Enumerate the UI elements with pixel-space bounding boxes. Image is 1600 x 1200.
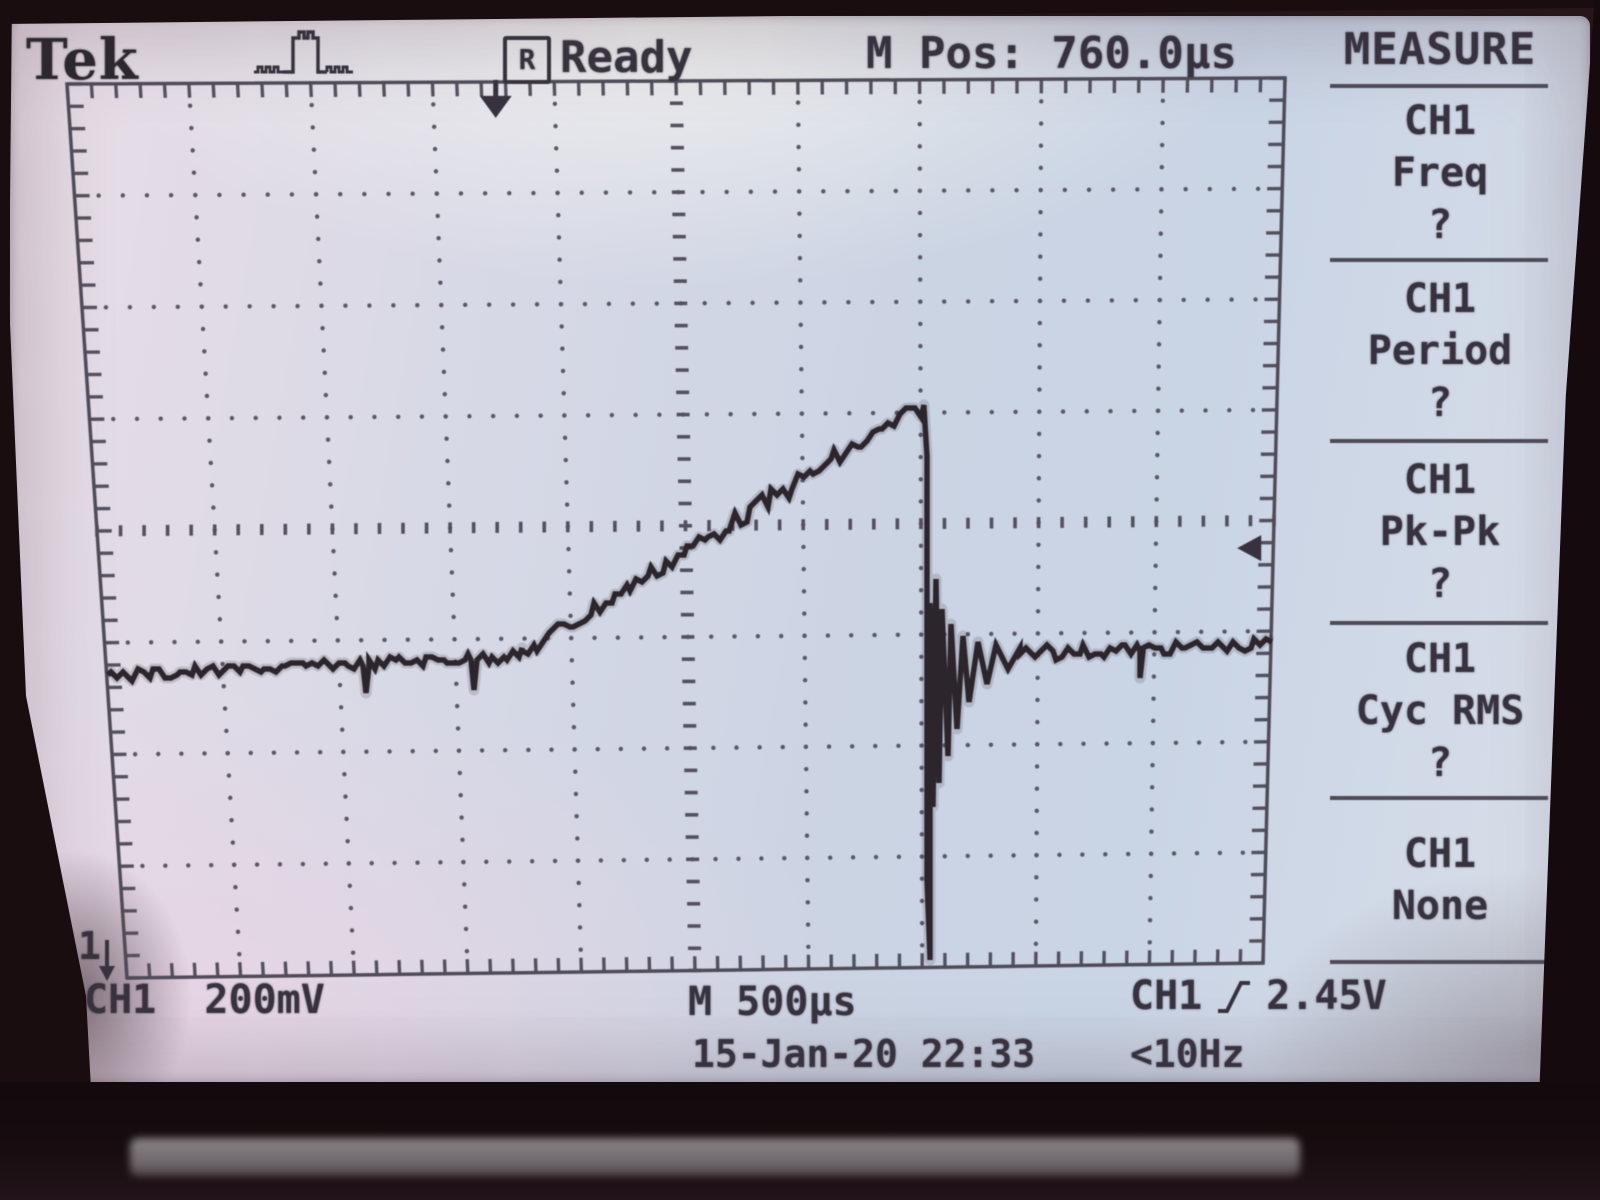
trigger-frequency-readout: <10Hz [1130, 1032, 1245, 1076]
menu-item-ch1-pkpk[interactable]: CH1 Pk-Pk ? [1326, 445, 1554, 619]
trigger-level-marker [1237, 535, 1262, 562]
menu-item-type: Cyc RMS [1355, 687, 1525, 734]
timebase-readout: M 500µs [688, 979, 857, 1025]
lcd-screen [10, 16, 1590, 1082]
menu-item-value: ? [1427, 202, 1453, 248]
menu-title: MEASURE [1343, 24, 1537, 75]
menu-item-source: CH1 [1403, 635, 1477, 682]
menu-item-ch1-none[interactable]: CH1 None [1326, 802, 1554, 958]
menu-item-value: ? [1427, 561, 1453, 607]
menu-item-source: CH1 [1403, 831, 1477, 877]
trigger-source-label: CH1 [1130, 973, 1203, 1019]
ready-status-icon: R [503, 36, 551, 84]
channel-1-marker-label: 1 [78, 924, 101, 968]
menu-item-source: CH1 [1403, 457, 1477, 503]
channel-1-down-arrow [99, 966, 115, 981]
datetime-readout: 15-Jan-20 22:33 [692, 1032, 1036, 1076]
menu-separator [1330, 439, 1548, 443]
menu-item-ch1-period[interactable]: CH1 Period ? [1326, 264, 1554, 437]
trigger-position-marker [479, 95, 512, 118]
bezel-tray-strip [130, 1138, 1300, 1176]
menu-separator [1330, 84, 1548, 88]
tek-logo: Tek [26, 27, 139, 93]
menu-item-source: CH1 [1403, 275, 1477, 322]
menu-separator [1330, 960, 1548, 964]
menu-item-type: None [1391, 883, 1489, 929]
menu-item-type: Freq [1391, 150, 1489, 196]
ready-status-label: Ready [560, 32, 693, 83]
menu-separator [1330, 621, 1548, 625]
m-pos-readout: M Pos: 760.0µs [866, 28, 1237, 79]
trigger-readout: CH1 2.45V [1130, 974, 1387, 1018]
menu-item-type: Pk-Pk [1379, 509, 1501, 555]
menu-separator [1330, 258, 1548, 262]
ch1-scale-readout: CH1 200mV [84, 977, 325, 1023]
menu-item-ch1-freq[interactable]: CH1 Freq ? [1326, 90, 1554, 256]
menu-separator [1330, 796, 1548, 800]
trigger-level-value: 2.45V [1266, 973, 1387, 1019]
trigger-pulse-icon [254, 30, 353, 74]
menu-item-value: ? [1427, 379, 1453, 426]
ch1-trace [106, 404, 1274, 960]
menu-item-value: ? [1427, 739, 1453, 786]
menu-item-source: CH1 [1403, 98, 1477, 144]
rising-edge-icon [1218, 981, 1251, 1013]
menu-item-ch1-cycrms[interactable]: CH1 Cyc RMS ? [1326, 627, 1554, 794]
menu-item-type: Period [1367, 327, 1513, 374]
